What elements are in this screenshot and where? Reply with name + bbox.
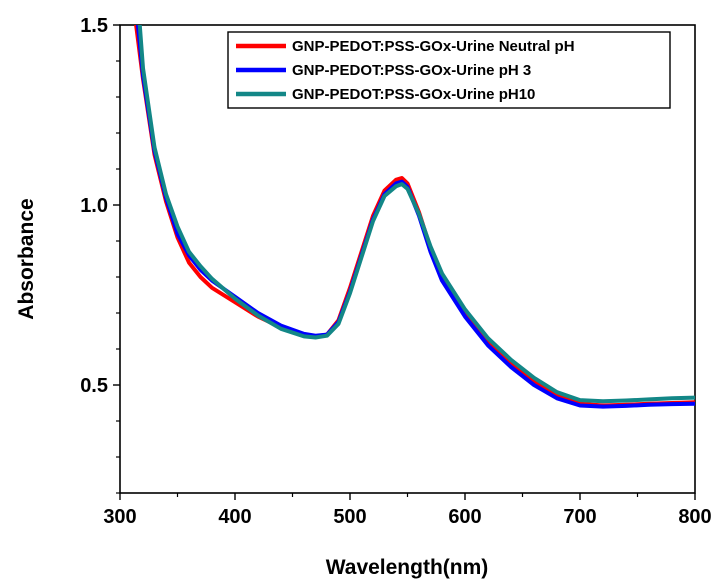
x-tick-label: 800 <box>678 506 711 528</box>
legend-label-1: GNP-PEDOT:PSS-GOx-Urine Neutral pH <box>292 38 575 55</box>
x-tick-label: 700 <box>563 506 596 528</box>
legend: GNP-PEDOT:PSS-GOx-Urine Neutral pH GNP-PE… <box>227 31 671 109</box>
axis-ticks <box>113 24 696 500</box>
y-tick-label: 1.0 <box>80 195 108 217</box>
series-lines <box>134 25 695 409</box>
y-axis-title: Absorbance <box>15 198 38 319</box>
x-tick-label: 300 <box>103 506 136 528</box>
x-tick-label: 600 <box>448 506 481 528</box>
x-axis-title: Wavelength(nm) <box>326 556 489 579</box>
y-tick-label: 0.5 <box>80 375 108 397</box>
axis-tick-labels: 300 400 500 600 700 800 0.5 1.0 1.5 <box>80 15 712 528</box>
legend-label-3: GNP-PEDOT:PSS-GOx-Urine pH10 <box>292 86 535 103</box>
x-tick-label: 500 <box>333 506 366 528</box>
legend-box <box>227 31 671 109</box>
y-tick-label: 1.5 <box>80 15 108 37</box>
x-tick-label: 400 <box>218 506 251 528</box>
series-line-3 <box>137 25 695 404</box>
legend-label-2: GNP-PEDOT:PSS-GOx-Urine pH 3 <box>292 62 531 79</box>
